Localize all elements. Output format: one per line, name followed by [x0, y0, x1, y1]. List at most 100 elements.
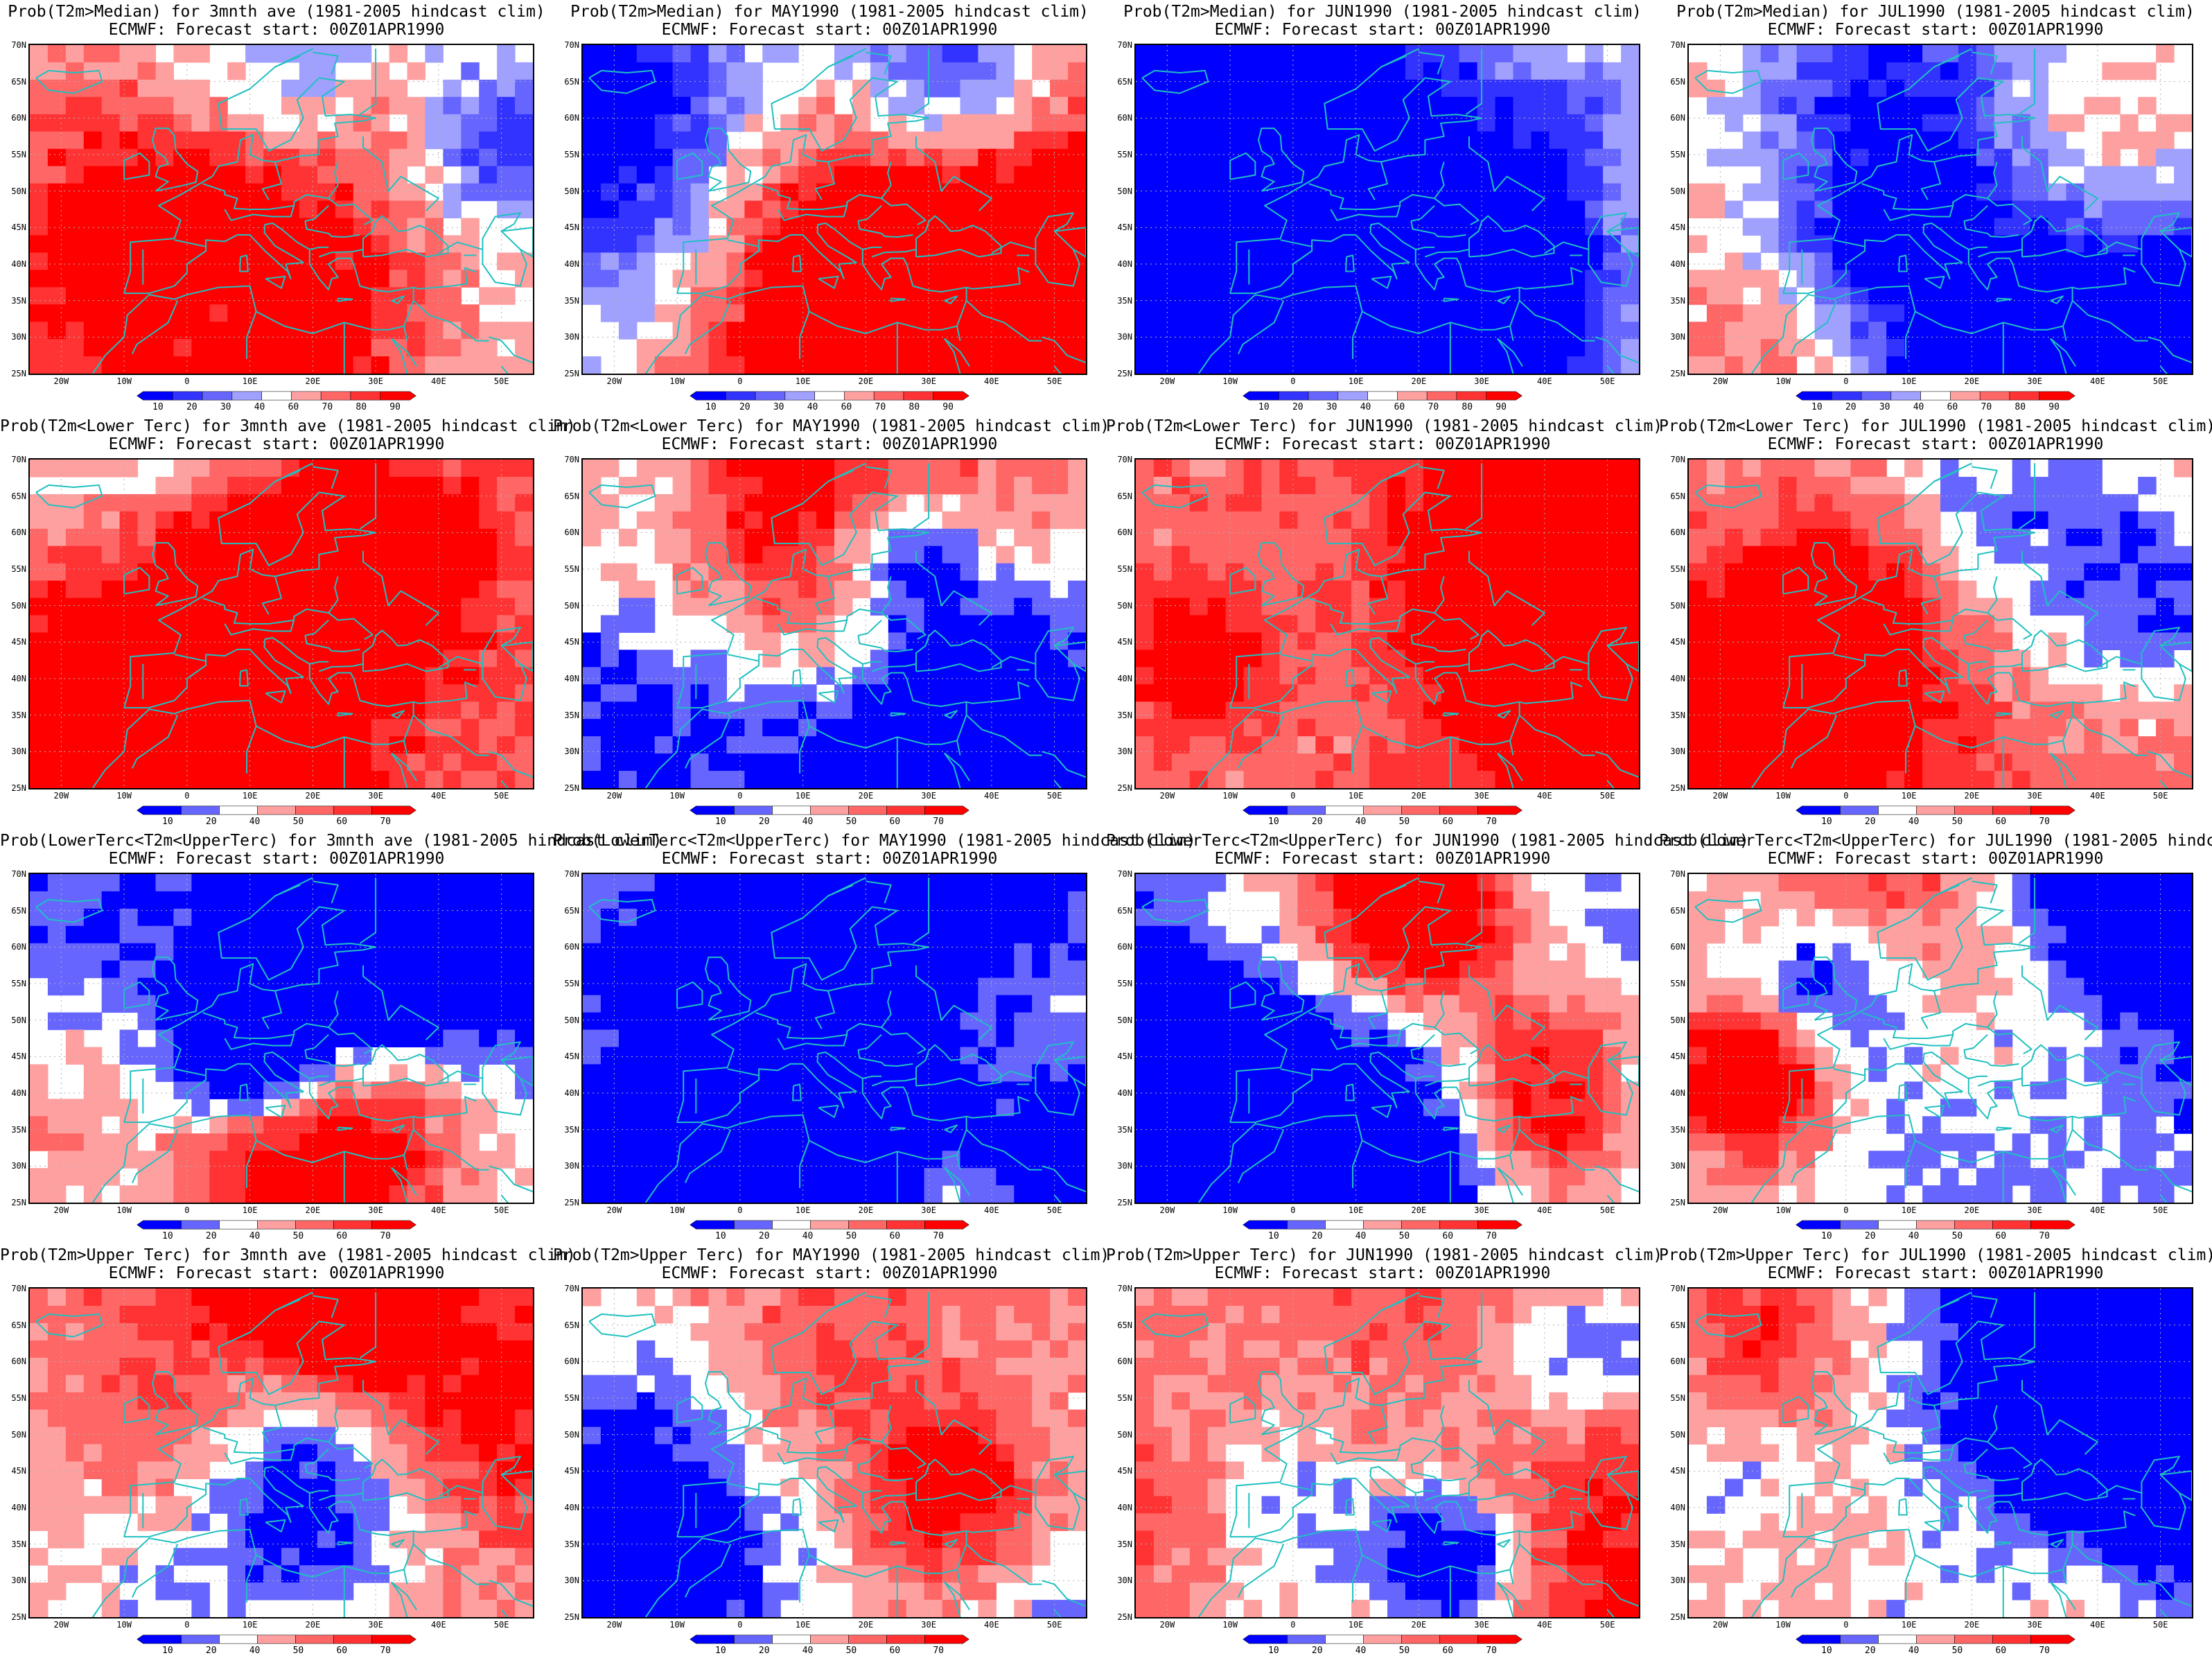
probability-field: [30, 460, 533, 788]
field-cell: [1796, 96, 1816, 115]
field-cell: [708, 546, 727, 564]
field-cell: [2102, 356, 2121, 374]
field-cell: [371, 62, 390, 80]
field-cell: [672, 62, 692, 80]
field-cell: [1032, 45, 1051, 63]
field-cell: [1706, 287, 1726, 305]
field-cell: [1050, 235, 1069, 253]
field-cell: [1585, 322, 1604, 340]
field-cell: [155, 1047, 174, 1065]
field-cell: [600, 166, 620, 184]
field-cell: [1868, 753, 1887, 771]
coastline-segment: [727, 239, 760, 247]
coastline-segment: [2148, 751, 2192, 778]
field-cell: [583, 45, 602, 63]
field-cell: [960, 339, 978, 357]
field-cell: [1742, 615, 1762, 633]
field-cell: [996, 771, 1015, 788]
field-cell: [101, 580, 121, 599]
field-cell: [137, 615, 157, 633]
field-cell: [317, 925, 336, 944]
field-cell: [407, 995, 425, 1013]
field-cell: [461, 62, 480, 80]
field-cell: [1333, 339, 1352, 357]
field-cell: [515, 183, 533, 202]
field-cell: [155, 684, 174, 702]
field-cell: [245, 148, 264, 167]
colorbar-tick: 30: [1326, 402, 1337, 412]
field-cell: [1832, 62, 1851, 80]
field-cell: [1459, 62, 1478, 80]
field-cell: [924, 339, 943, 357]
field-cell: [1868, 649, 1887, 667]
field-cell: [281, 580, 300, 599]
field-cell: [1171, 356, 1191, 374]
field-cell: [888, 701, 907, 719]
field-cell: [1742, 511, 1762, 530]
field-cell: [461, 1133, 480, 1151]
field-cell: [1603, 322, 1622, 340]
field-cell: [2030, 494, 2049, 512]
field-cell: [30, 563, 49, 582]
field-cell: [1904, 753, 1923, 771]
field-cell: [780, 270, 799, 288]
field-cell: [47, 684, 67, 702]
field-cell: [119, 632, 139, 650]
field-cell: [583, 148, 602, 167]
field-cell: [906, 615, 925, 633]
coastline-segment: [390, 752, 408, 788]
field-cell: [1760, 546, 1780, 564]
lon-label: 40E: [431, 791, 446, 801]
field-cell: [2102, 218, 2121, 236]
field-cell: [744, 615, 763, 633]
coastline-segment: [1750, 222, 2073, 374]
coastline-segment: [1497, 338, 1523, 367]
field-cell: [870, 771, 889, 788]
coastline-segment: [319, 248, 364, 258]
colorbar-tick: 60: [336, 817, 348, 827]
field-cell: [1225, 667, 1245, 685]
field-cell: [461, 597, 480, 616]
field-cell: [245, 701, 264, 719]
field-cell: [335, 183, 354, 202]
field-cell: [672, 511, 692, 530]
field-cell: [798, 649, 817, 667]
field-cell: [2066, 597, 2084, 616]
field-cell: [1585, 235, 1604, 253]
field-cell: [1621, 460, 1639, 478]
field-cell: [1459, 597, 1478, 616]
field-cell: [1050, 736, 1069, 754]
field-cell: [1886, 719, 1905, 737]
field-cell: [371, 322, 390, 340]
map-canvas: [583, 45, 1086, 374]
field-cell: [1207, 615, 1227, 633]
colorbar-tick: 30: [1879, 402, 1890, 412]
field-cell: [245, 270, 264, 288]
field-cell: [600, 131, 620, 150]
field-cell: [497, 114, 516, 132]
field-cell: [1513, 701, 1531, 719]
field-cell: [425, 460, 444, 478]
field-cell: [47, 908, 67, 927]
field-cell: [1976, 528, 1995, 547]
lon-label: 20W: [53, 791, 69, 801]
coastline-segment: [337, 712, 353, 717]
field-cell: [1279, 528, 1298, 547]
field-cell: [1459, 460, 1478, 478]
field-cell: [2174, 563, 2192, 582]
field-cell: [47, 304, 67, 322]
field-cell: [1760, 511, 1780, 530]
field-cell: [1689, 287, 1708, 305]
field-cell: [209, 684, 228, 702]
field-cell: [583, 356, 602, 374]
field-cell: [1387, 701, 1406, 719]
field-cell: [1760, 580, 1780, 599]
field-cell: [83, 563, 103, 582]
field-cell: [389, 891, 408, 909]
field-cell: [1706, 736, 1726, 754]
field-cell: [2156, 45, 2175, 63]
field-cell: [978, 322, 997, 340]
field-cell: [2066, 736, 2084, 754]
field-cell: [173, 339, 192, 357]
field-cell: [924, 771, 943, 788]
